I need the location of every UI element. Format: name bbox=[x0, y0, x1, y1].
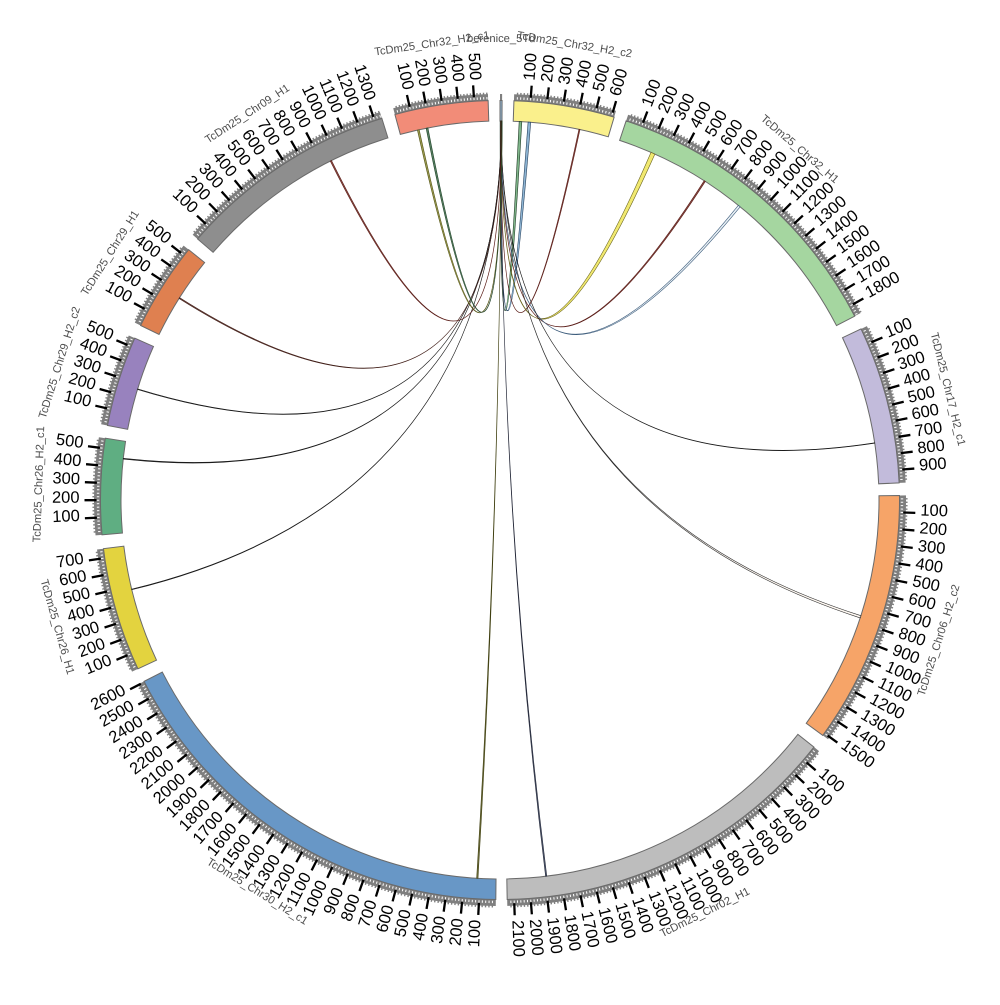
svg-text:300: 300 bbox=[429, 55, 451, 85]
svg-text:600: 600 bbox=[58, 567, 88, 590]
svg-text:700: 700 bbox=[55, 550, 85, 572]
svg-text:100: 100 bbox=[52, 507, 80, 526]
svg-text:400: 400 bbox=[572, 59, 595, 90]
svg-text:100: 100 bbox=[920, 502, 948, 521]
svg-text:300: 300 bbox=[428, 915, 450, 945]
svg-text:200: 200 bbox=[411, 58, 434, 88]
svg-text:100: 100 bbox=[62, 387, 93, 411]
svg-text:2100: 2100 bbox=[508, 920, 527, 957]
svg-text:100: 100 bbox=[465, 919, 484, 947]
svg-text:500: 500 bbox=[465, 52, 485, 81]
svg-text:berenice_5Td: berenice_5Td bbox=[467, 33, 535, 45]
svg-text:100: 100 bbox=[393, 61, 417, 92]
svg-text:500: 500 bbox=[61, 584, 92, 608]
svg-text:1900: 1900 bbox=[543, 916, 565, 955]
svg-text:400: 400 bbox=[447, 53, 468, 82]
svg-text:900: 900 bbox=[918, 455, 947, 475]
svg-text:100: 100 bbox=[521, 52, 541, 81]
svg-text:200: 200 bbox=[52, 489, 80, 507]
svg-text:300: 300 bbox=[555, 56, 577, 86]
svg-text:200: 200 bbox=[538, 54, 559, 83]
svg-text:500: 500 bbox=[391, 908, 415, 939]
svg-text:800: 800 bbox=[916, 436, 945, 457]
svg-text:400: 400 bbox=[409, 912, 432, 942]
svg-text:300: 300 bbox=[52, 469, 80, 488]
svg-text:1800: 1800 bbox=[560, 913, 584, 952]
svg-text:400: 400 bbox=[53, 450, 82, 470]
svg-text:500: 500 bbox=[911, 572, 942, 595]
svg-text:300: 300 bbox=[917, 537, 946, 558]
svg-text:200: 200 bbox=[446, 918, 467, 947]
svg-text:600: 600 bbox=[910, 401, 941, 424]
svg-text:200: 200 bbox=[919, 519, 948, 539]
svg-text:500: 500 bbox=[55, 431, 85, 452]
svg-text:400: 400 bbox=[914, 555, 944, 577]
svg-text:2000: 2000 bbox=[526, 918, 547, 956]
svg-text:700: 700 bbox=[914, 418, 944, 440]
svg-text:TcDm25_Chr26_H2_c1: TcDm25_Chr26_H2_c1 bbox=[31, 426, 47, 543]
